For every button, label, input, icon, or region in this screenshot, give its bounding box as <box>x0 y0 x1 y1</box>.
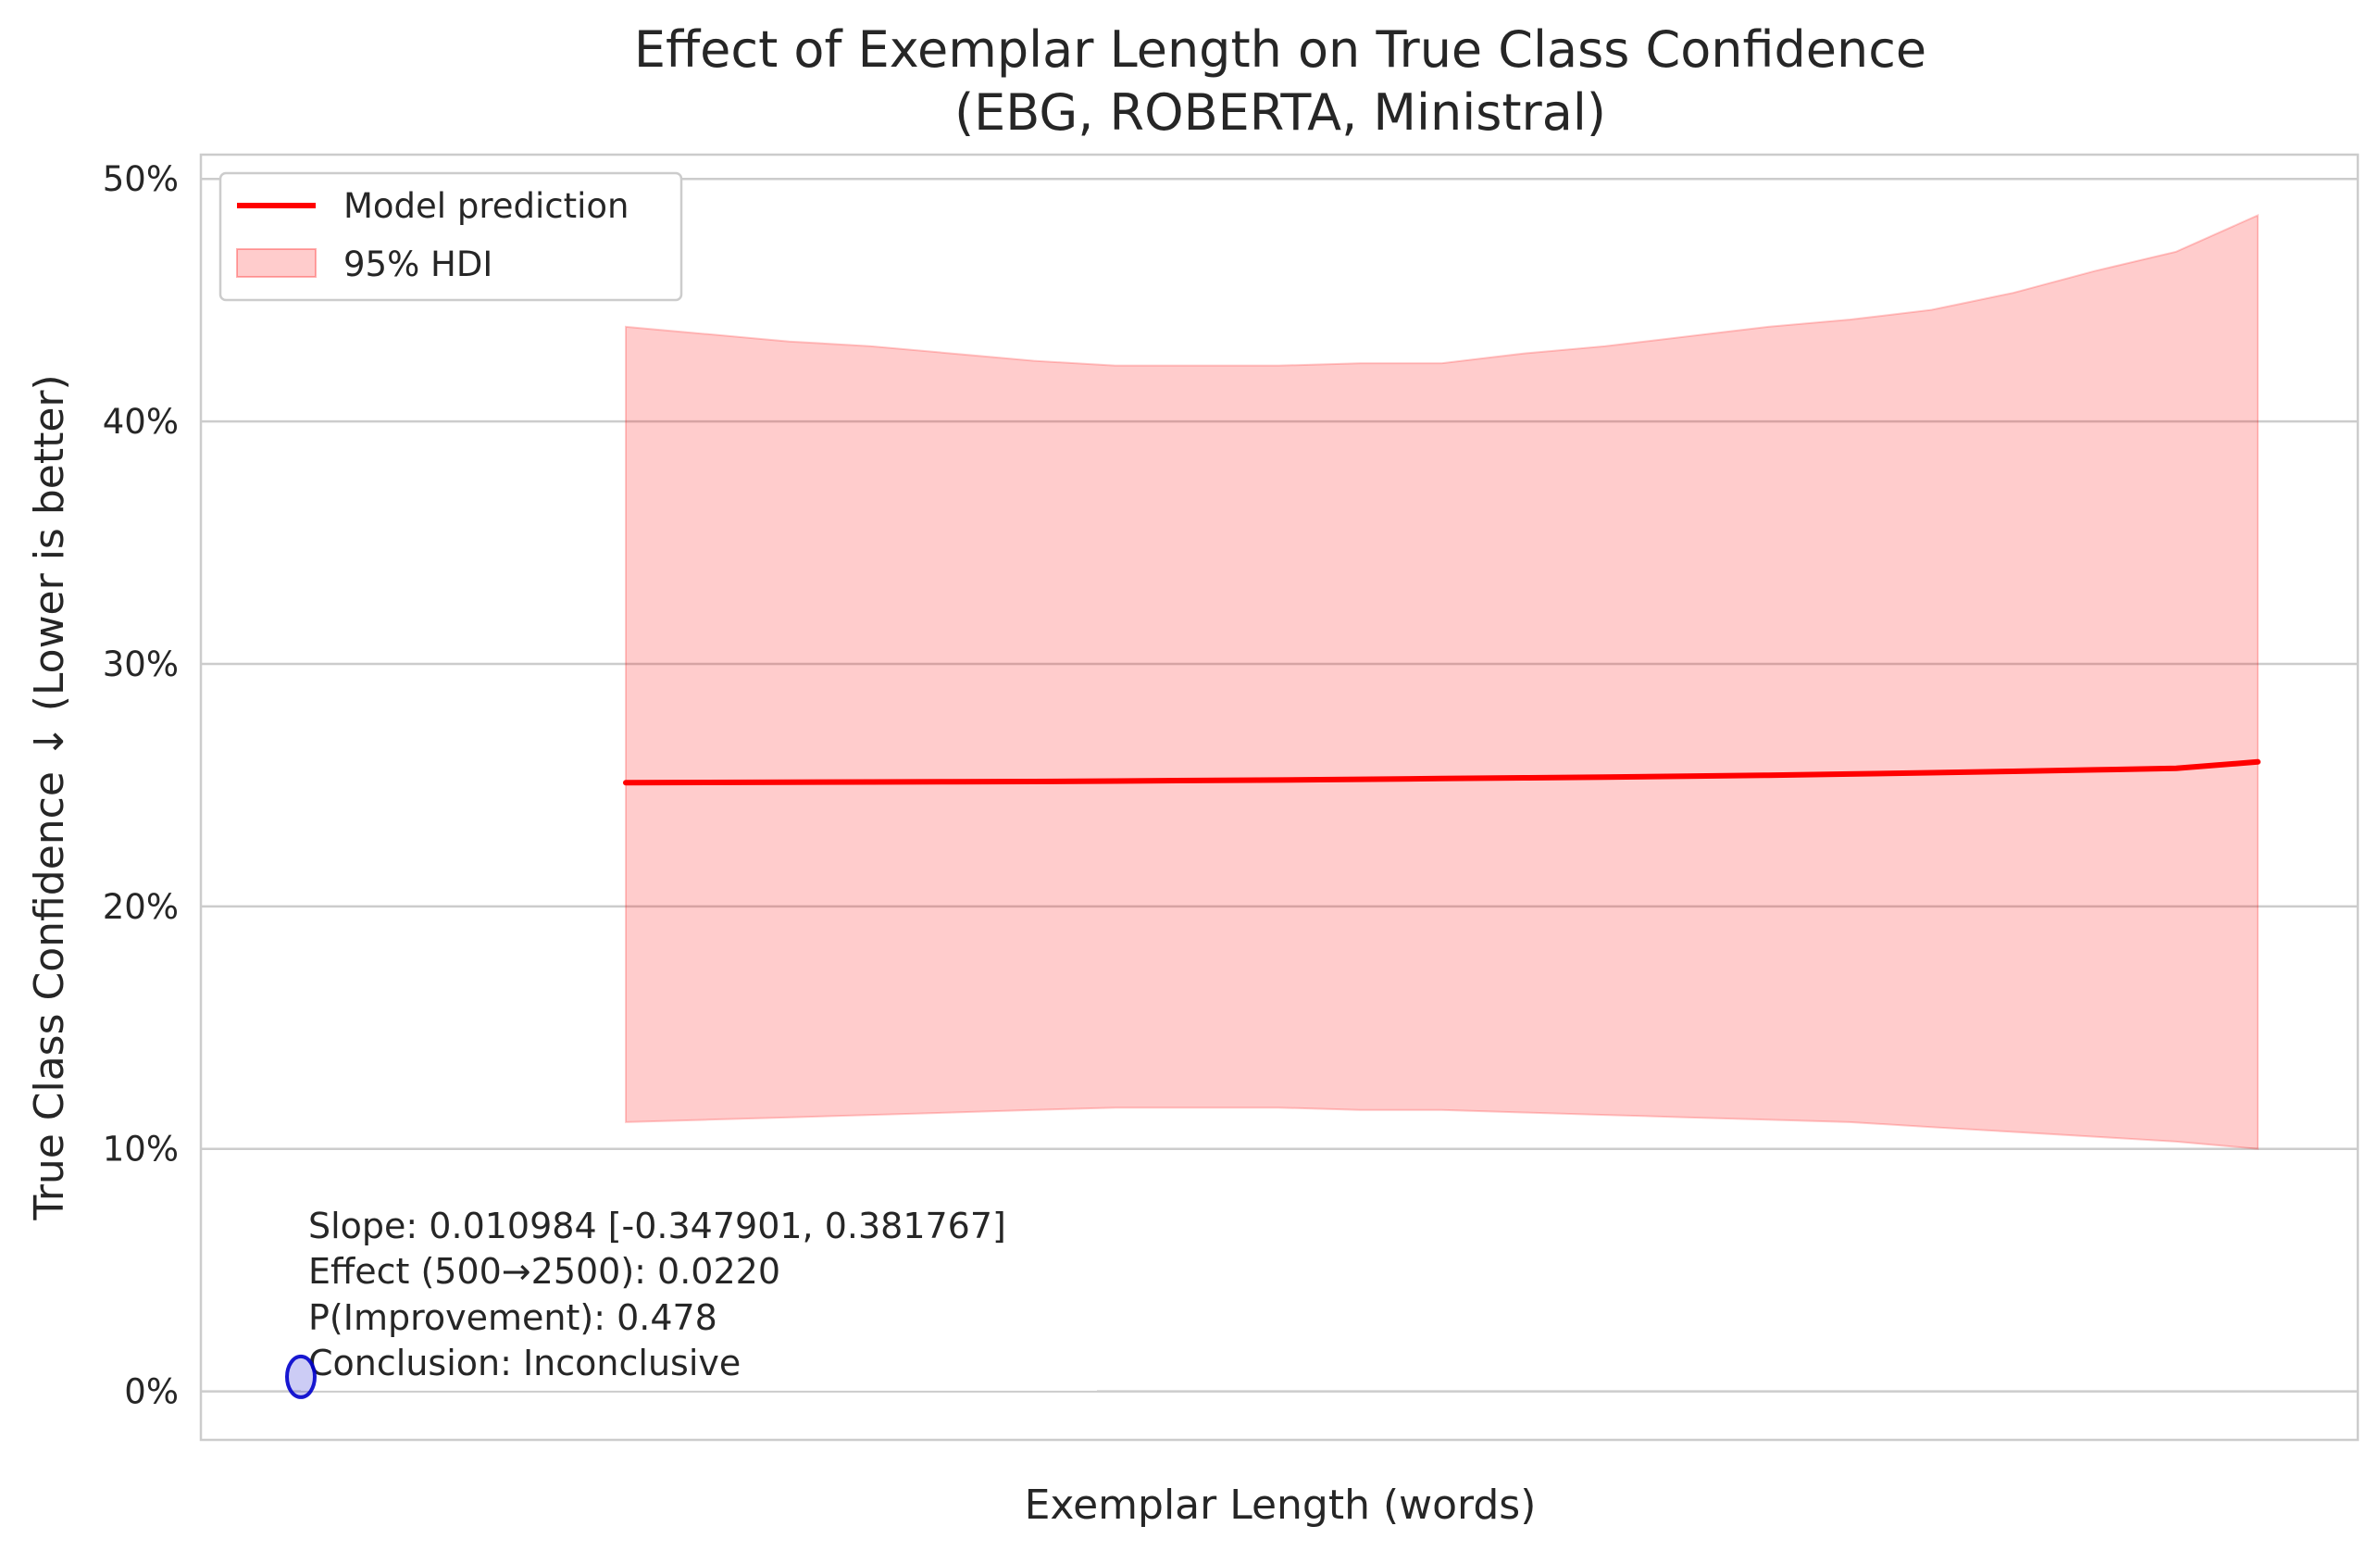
y-tick-label: 50% <box>103 159 179 199</box>
y-tick-labels: 0% 10% 20% 30% 40% 50% <box>103 159 179 1411</box>
y-axis-label: True Class Confidence ↓ (Lower is better… <box>26 374 73 1220</box>
legend: Model prediction 95% HDI <box>218 171 683 302</box>
data-points <box>285 1354 317 1399</box>
legend-box <box>218 171 683 302</box>
chart-subtitle: (EBG, ROBERTA, Ministral) <box>954 83 1606 142</box>
annotation-conclusion: Conclusion: Inconclusive <box>308 1343 741 1383</box>
y-tick-label: 30% <box>103 644 179 684</box>
y-tick-label: 40% <box>103 402 179 442</box>
chart-title: Effect of Exemplar Length on True Class … <box>634 20 1926 79</box>
prediction-line-group <box>623 758 2261 786</box>
annotation-probability: P(Improvement): 0.478 <box>308 1297 717 1338</box>
y-tick-label: 10% <box>103 1130 179 1170</box>
legend-label-hdi: 95% HDI <box>343 244 492 284</box>
hdi-band-group <box>625 213 2259 1150</box>
hdi-band <box>625 213 2259 1150</box>
annotation-slope: Slope: 0.010984 [-0.347901, 0.381767] <box>308 1206 1006 1246</box>
legend-label-prediction: Model prediction <box>343 186 629 226</box>
y-tick-label: 20% <box>103 887 179 927</box>
y-tick-label: 0% <box>124 1372 179 1412</box>
annotation-effect: Effect (500→2500): 0.0220 <box>308 1251 780 1292</box>
x-axis-label: Exemplar Length (words) <box>1025 1482 1537 1529</box>
legend-band-swatch <box>236 248 317 278</box>
data-point <box>285 1354 317 1399</box>
prediction-line <box>623 758 2261 786</box>
annotation-box <box>301 1195 1097 1391</box>
